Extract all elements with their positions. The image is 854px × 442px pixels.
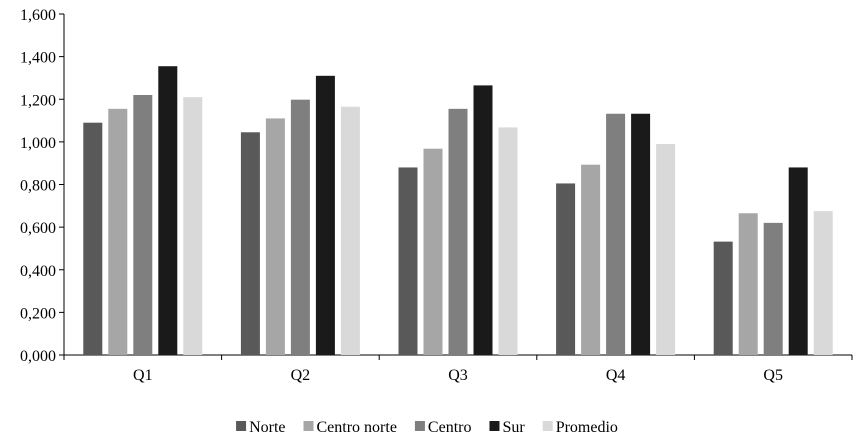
y-tick-label: 1,400 bbox=[20, 50, 56, 67]
legend-label: Sur bbox=[502, 419, 525, 436]
x-tick-label: Q3 bbox=[448, 367, 468, 384]
bar bbox=[83, 122, 103, 355]
legend-swatch bbox=[303, 421, 314, 431]
x-tick-label: Q4 bbox=[606, 367, 626, 384]
y-tick-label: 0,000 bbox=[20, 348, 56, 365]
y-tick-label: 1,000 bbox=[20, 135, 56, 152]
legend-label: Centro bbox=[428, 419, 472, 436]
legend-label: Norte bbox=[249, 419, 285, 436]
y-tick-label: 0,400 bbox=[20, 263, 56, 280]
bar bbox=[265, 118, 285, 356]
bar bbox=[133, 94, 153, 356]
legend-item: Promedio bbox=[542, 419, 618, 436]
legend-item: Norte bbox=[236, 419, 286, 436]
bar bbox=[448, 108, 468, 355]
x-tick-label: Q2 bbox=[291, 367, 311, 384]
legend-swatch bbox=[489, 421, 500, 431]
bars bbox=[83, 66, 833, 356]
bar bbox=[713, 241, 733, 355]
legend-swatch bbox=[236, 421, 247, 431]
y-tick-label: 0,200 bbox=[20, 305, 56, 322]
legend-label: Centro norte bbox=[317, 419, 397, 436]
legend: Norte Centro norte Centro Sur Promedio bbox=[236, 419, 618, 436]
bar bbox=[240, 132, 260, 355]
bar bbox=[656, 144, 676, 355]
bar bbox=[290, 99, 310, 356]
bar bbox=[340, 106, 360, 355]
y-tick-label: 1,600 bbox=[20, 7, 56, 24]
bar bbox=[423, 148, 443, 355]
x-tick-label: Q1 bbox=[133, 367, 153, 384]
legend-swatch bbox=[414, 421, 425, 431]
bar bbox=[158, 66, 178, 355]
y-tick-label: 0,800 bbox=[20, 178, 56, 195]
y-tick-label: 1,200 bbox=[20, 92, 56, 109]
bar bbox=[738, 213, 758, 355]
bar bbox=[763, 222, 783, 355]
legend-item: Centro norte bbox=[303, 419, 397, 436]
legend-swatch bbox=[542, 421, 553, 431]
bar bbox=[108, 108, 128, 355]
bar bbox=[631, 113, 651, 356]
x-tick-label: Q5 bbox=[763, 367, 783, 384]
legend-item: Centro bbox=[414, 419, 472, 436]
bar bbox=[473, 85, 493, 355]
x-axis: Q1 Q2 Q3 Q4 Q5 bbox=[63, 354, 853, 384]
bar bbox=[398, 167, 418, 355]
bar bbox=[581, 164, 601, 355]
legend-label: Promedio bbox=[556, 419, 618, 436]
bar bbox=[788, 167, 808, 355]
bar bbox=[315, 75, 335, 356]
bar bbox=[556, 183, 576, 355]
bar bbox=[813, 211, 833, 355]
bar bbox=[183, 97, 203, 356]
y-tick-label: 0,600 bbox=[20, 220, 56, 237]
legend-item: Sur bbox=[489, 419, 525, 436]
bar bbox=[498, 127, 518, 355]
y-axis: 0,000 0,200 0,400 0,600 0,800 1,000 1,200 1,400… bbox=[20, 7, 65, 365]
bar bbox=[606, 113, 626, 356]
